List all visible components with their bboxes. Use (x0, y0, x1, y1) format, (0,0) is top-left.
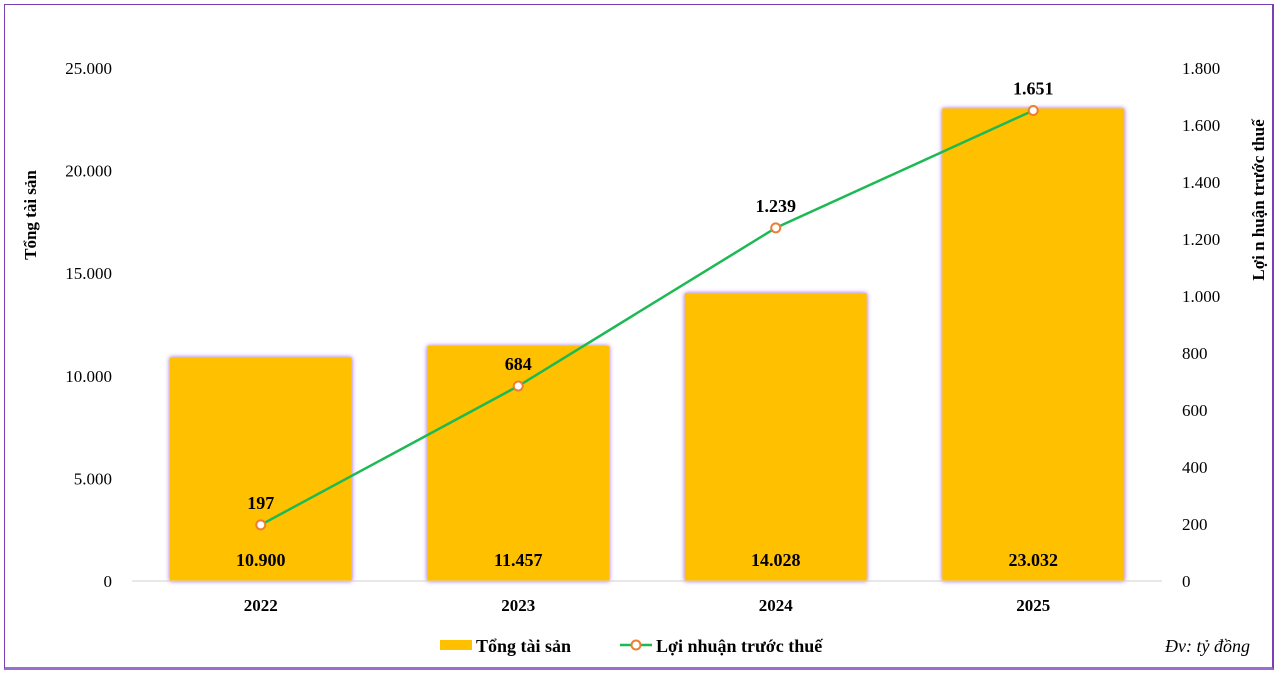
line-point (255, 519, 267, 531)
bar (942, 108, 1125, 581)
legend-marker (630, 639, 642, 651)
bar (684, 293, 867, 581)
line-data-label: 1.239 (756, 196, 797, 216)
y-tick-label: 0 (104, 572, 113, 591)
y2-tick-label: 200 (1182, 515, 1208, 534)
line-point (512, 380, 524, 392)
line-series (260, 109, 1034, 526)
y-tick-label: 20.000 (65, 162, 112, 181)
bar-data-label: 11.457 (494, 550, 543, 570)
x-tick-label: 2024 (759, 596, 794, 615)
y2-tick-label: 0 (1182, 572, 1191, 591)
y-tick-label: 15.000 (65, 264, 112, 283)
bar-data-label: 23.032 (1009, 550, 1059, 570)
y2-axis-title: Lợi n huận trước thuế (1249, 118, 1268, 281)
line-point (770, 222, 782, 234)
x-tick-label: 2023 (501, 596, 535, 615)
bar-data-label: 14.028 (751, 550, 801, 570)
legend-swatch-bar (440, 640, 472, 650)
x-tick-label: 2025 (1016, 596, 1050, 615)
y2-tick-label: 800 (1182, 344, 1208, 363)
x-tick-label: 2022 (244, 596, 278, 615)
chart-frame (4, 4, 1274, 670)
legend: Tổng tài sản Lợi nhuận trước thuế (440, 636, 823, 656)
unit-note: Đv: tỷ đồng (1164, 636, 1250, 656)
y2-tick-label: 1.200 (1182, 230, 1220, 249)
y2-tick-label: 1.800 (1182, 59, 1220, 78)
line-data-label: 1.651 (1013, 78, 1054, 98)
y2-tick-label: 400 (1182, 458, 1208, 477)
y-tick-label: 10.000 (65, 367, 112, 386)
y2-tick-label: 600 (1182, 401, 1208, 420)
legend-label-bar: Tổng tài sản (476, 636, 571, 656)
line-point (1027, 104, 1039, 116)
y2-tick-label: 1.400 (1182, 173, 1220, 192)
bar (169, 357, 352, 581)
line-data-label: 684 (505, 354, 532, 374)
y2-tick-label: 1.600 (1182, 116, 1220, 135)
y-axis-title: Tổng tài sản (21, 170, 40, 260)
legend-label-line: Lợi nhuận trước thuế (656, 636, 823, 656)
line-data-label: 197 (247, 493, 274, 513)
bar-data-label: 10.900 (236, 550, 286, 570)
y2-tick-label: 1.000 (1182, 287, 1220, 306)
y-tick-label: 25.000 (65, 59, 112, 78)
y-tick-label: 5.000 (74, 469, 112, 488)
